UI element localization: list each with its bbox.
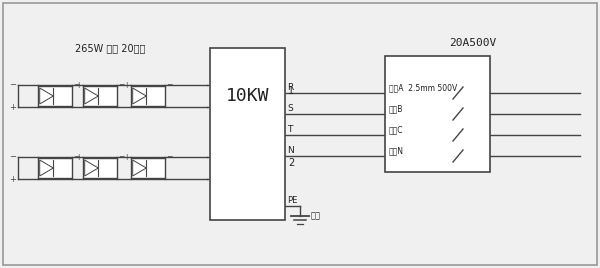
Text: 2: 2 — [288, 158, 294, 168]
Text: −: − — [118, 152, 124, 162]
Text: −: − — [208, 152, 215, 162]
Polygon shape — [40, 88, 53, 104]
Text: −: − — [208, 80, 215, 90]
Polygon shape — [133, 88, 146, 104]
Bar — [83, 158, 117, 178]
Polygon shape — [85, 88, 98, 104]
Text: −: − — [166, 152, 172, 162]
Text: 接线: 接线 — [311, 211, 321, 221]
Text: −: − — [118, 80, 124, 90]
Bar — [38, 86, 72, 106]
Text: +: + — [9, 174, 16, 184]
Bar — [131, 158, 165, 178]
Polygon shape — [40, 160, 53, 176]
Text: PE: PE — [287, 196, 298, 205]
Text: −: − — [73, 152, 79, 162]
Bar — [83, 86, 117, 106]
Text: 零线N: 零线N — [389, 146, 404, 155]
Text: +: + — [76, 80, 82, 90]
Text: R: R — [287, 83, 293, 92]
Text: 10KW: 10KW — [226, 87, 269, 105]
Text: 相线A  2.5mm 500V: 相线A 2.5mm 500V — [389, 83, 457, 92]
Text: 相线B: 相线B — [389, 104, 403, 113]
Text: 相线C: 相线C — [389, 125, 404, 134]
Text: +: + — [208, 102, 215, 111]
Polygon shape — [133, 160, 146, 176]
Text: −: − — [9, 80, 16, 90]
Bar — [385, 56, 490, 172]
Text: S: S — [287, 104, 293, 113]
Text: T: T — [287, 125, 292, 134]
Text: +: + — [124, 152, 130, 162]
Polygon shape — [85, 160, 98, 176]
Text: 20A500V: 20A500V — [449, 38, 496, 48]
Text: +: + — [124, 80, 130, 90]
Text: −: − — [9, 152, 16, 162]
Text: −: − — [73, 80, 79, 90]
Text: −: − — [166, 80, 172, 90]
Text: 265W 组件 20串联: 265W 组件 20串联 — [75, 43, 145, 53]
Text: +: + — [76, 152, 82, 162]
Bar — [131, 86, 165, 106]
Bar — [38, 158, 72, 178]
Text: +: + — [9, 102, 16, 111]
Text: 1: 1 — [288, 86, 294, 96]
Text: +: + — [208, 174, 215, 184]
Bar — [210, 48, 285, 220]
Text: N: N — [287, 146, 294, 155]
